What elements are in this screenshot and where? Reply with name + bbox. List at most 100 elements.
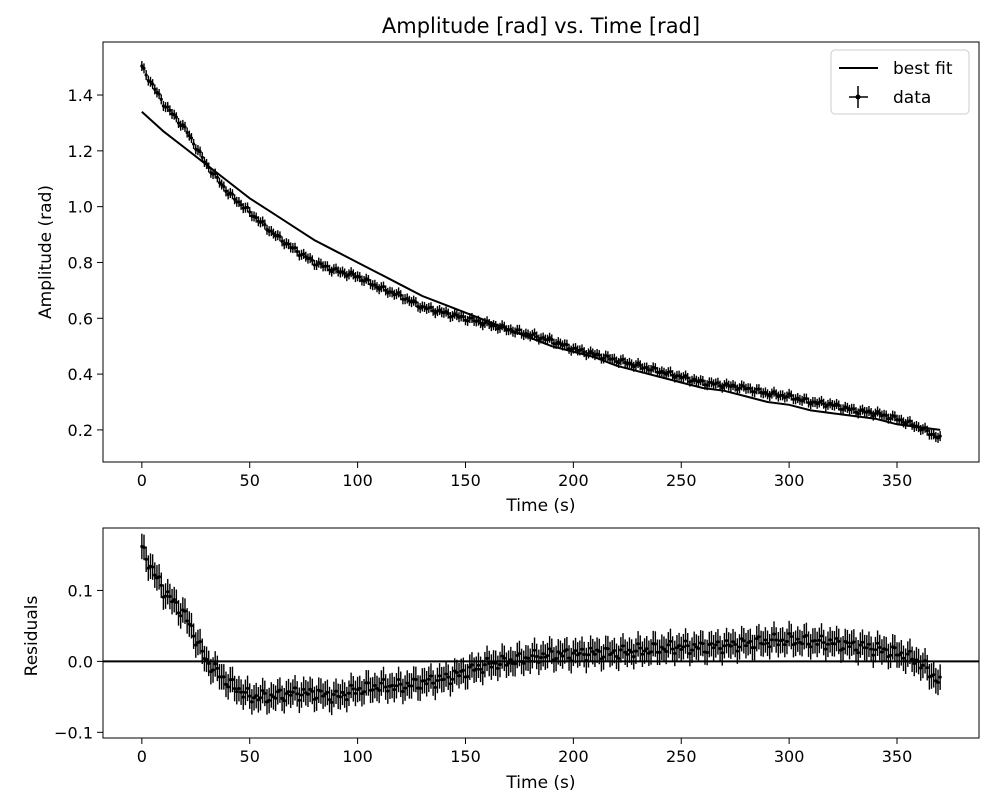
residual-point bbox=[716, 629, 720, 655]
x-tick-label: 200 bbox=[558, 747, 589, 766]
residual-point bbox=[470, 652, 474, 678]
residual-point bbox=[632, 643, 636, 670]
x-tick-label: 250 bbox=[666, 747, 697, 766]
data-point bbox=[409, 297, 414, 308]
residual-point bbox=[174, 589, 178, 616]
residual-point bbox=[170, 588, 174, 615]
residual-point bbox=[677, 632, 681, 659]
data-point bbox=[444, 306, 448, 317]
residual-point bbox=[371, 677, 375, 703]
residual-point bbox=[709, 630, 714, 657]
data-point bbox=[768, 391, 772, 402]
data-point bbox=[461, 311, 465, 322]
x-tick-label: 100 bbox=[342, 471, 373, 490]
residual-point bbox=[539, 644, 543, 671]
residual-point bbox=[621, 633, 625, 659]
data-point bbox=[705, 380, 709, 391]
residual-point bbox=[189, 612, 194, 639]
residual-point bbox=[681, 633, 686, 660]
data-point bbox=[166, 101, 170, 112]
residual-point bbox=[796, 626, 800, 652]
residual-point bbox=[422, 667, 427, 694]
residual-point bbox=[386, 678, 390, 704]
residual-point bbox=[798, 629, 802, 656]
data-point bbox=[429, 302, 433, 313]
data-point bbox=[796, 393, 800, 404]
residual-point bbox=[640, 641, 645, 667]
residual-point bbox=[142, 534, 146, 561]
data-point bbox=[696, 376, 701, 387]
data-point bbox=[535, 331, 539, 342]
residual-point bbox=[433, 674, 437, 701]
residual-point bbox=[815, 631, 819, 658]
residual-point bbox=[772, 621, 776, 647]
residual-point bbox=[474, 656, 478, 683]
residual-point bbox=[427, 666, 431, 693]
data-point bbox=[815, 398, 819, 409]
data-point bbox=[310, 255, 314, 266]
residual-point bbox=[379, 670, 383, 696]
data-point bbox=[901, 417, 906, 428]
data-point bbox=[645, 362, 649, 373]
data-point bbox=[522, 330, 526, 341]
data-point bbox=[774, 389, 778, 400]
data-point bbox=[373, 279, 377, 290]
data-point bbox=[502, 321, 506, 332]
residual-point bbox=[250, 689, 254, 715]
residual-point bbox=[636, 631, 640, 657]
residual-point bbox=[308, 676, 312, 703]
residual-point bbox=[679, 636, 683, 663]
residual-point bbox=[875, 630, 880, 656]
residual-point bbox=[720, 640, 724, 666]
residual-point bbox=[770, 627, 774, 653]
residual-point bbox=[284, 680, 288, 707]
y-tick-label: 1.2 bbox=[68, 142, 93, 161]
x-tick-label: 200 bbox=[558, 471, 589, 490]
y-tick-label: −0.1 bbox=[54, 723, 93, 742]
residual-point bbox=[261, 677, 265, 704]
residual-point bbox=[789, 623, 793, 650]
data-point bbox=[867, 405, 871, 416]
residual-point bbox=[686, 632, 690, 659]
residual-point bbox=[293, 675, 297, 701]
residual-point bbox=[381, 666, 386, 693]
residual-point bbox=[623, 639, 627, 665]
data-point bbox=[233, 194, 237, 205]
residual-point bbox=[297, 687, 301, 714]
data-point bbox=[414, 297, 418, 308]
residual-point bbox=[256, 687, 260, 713]
residual-point bbox=[347, 680, 351, 707]
residual-point bbox=[586, 642, 591, 668]
residual-point bbox=[315, 685, 319, 711]
residual-point bbox=[409, 673, 414, 699]
data-point bbox=[668, 366, 673, 377]
data-point bbox=[586, 348, 591, 359]
data-point bbox=[375, 282, 379, 293]
data-point bbox=[237, 197, 241, 208]
data-point bbox=[269, 226, 273, 237]
data-point bbox=[919, 424, 923, 436]
x-tick-label: 50 bbox=[240, 471, 260, 490]
data-point bbox=[623, 357, 627, 368]
data-point bbox=[720, 382, 724, 393]
data-point bbox=[153, 84, 157, 95]
data-point bbox=[192, 138, 196, 150]
residual-point bbox=[375, 675, 379, 702]
residual-point bbox=[912, 650, 916, 677]
residual-point bbox=[569, 647, 573, 674]
data-point bbox=[904, 419, 908, 430]
residual-point bbox=[563, 638, 567, 664]
data-point bbox=[753, 387, 757, 398]
data-point bbox=[785, 391, 789, 402]
residual-point bbox=[192, 623, 196, 649]
residual-point bbox=[712, 635, 716, 661]
data-point bbox=[481, 320, 485, 331]
residual-point bbox=[591, 638, 595, 665]
residual-point bbox=[627, 637, 632, 663]
data-point bbox=[550, 334, 554, 345]
residual-point bbox=[159, 572, 163, 599]
residual-point bbox=[222, 664, 226, 690]
residual-point bbox=[360, 680, 364, 707]
data-point bbox=[148, 76, 153, 87]
residual-point bbox=[140, 533, 144, 560]
